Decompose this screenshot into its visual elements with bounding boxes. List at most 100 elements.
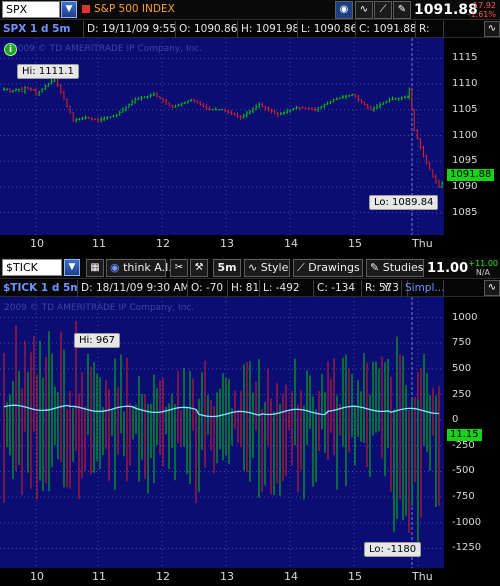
chart1-x-tick-label: 12 — [156, 237, 170, 250]
top-toolbar: SPX ▼ S&P 500 INDEX ◉ ∿ ⟋ ✎ 1091.88 -17.… — [0, 0, 500, 20]
chart1-x-tick-label: 15 — [348, 237, 362, 250]
chart2-info-bar: $TICK 1 d 5m D: 18/11/09 9:30 AM O: -70 … — [0, 280, 500, 297]
chart2-plot-area[interactable]: 2009 © TD AMERITRADE IP Company, Inc. Hi… — [0, 297, 444, 568]
chart1-y-tick-label: 1105 — [452, 103, 478, 115]
percent-change: -1.61% — [467, 10, 496, 19]
chart1-price-scale: 1085 1090 1095 1100 1105 1110 1115 1091.88 — [444, 38, 500, 235]
net-change: -17.92 — [470, 1, 496, 10]
chart1-x-tick-label: 11 — [92, 237, 106, 250]
tools-icon[interactable]: ✎ — [393, 1, 411, 19]
chart1-x-tick-label: 10 — [30, 237, 44, 250]
chart1-svg — [0, 38, 444, 235]
chart2-x-tick-label: 10 — [30, 570, 44, 583]
chart2-y-tick-label: 0 — [452, 414, 459, 426]
chart1-time-axis: 10 11 12 13 14 15 Thu — [0, 235, 444, 251]
chart1-x-tick-label: 14 — [284, 237, 298, 250]
chart2-y-tick-label: -250 — [452, 439, 475, 451]
chart2-average-line — [3, 404, 440, 418]
chart2-scale-corner — [444, 568, 500, 586]
chart1-plot-area[interactable]: 2009 © TD AMERITRADE IP Company, Inc. i … — [0, 38, 444, 235]
chart1-last-price-tag: 1091.88 — [447, 169, 495, 181]
chart1-y-tick-label: 1100 — [452, 129, 478, 141]
drawings-label: Drawings — [308, 261, 360, 274]
chart1-close: C: 1091.88 — [356, 21, 416, 38]
chart-symbol-dropdown[interactable]: ▼ — [64, 259, 80, 276]
chart2-x-tick-label: Thu — [412, 570, 433, 583]
last-price: 1091.88 — [414, 2, 478, 18]
chart1-hi-label: Hi: 1111.1 — [17, 64, 79, 79]
symbol-input[interactable]: SPX — [2, 1, 60, 18]
chart2-date: D: 18/11/09 9:30 AM — [78, 280, 188, 297]
chart2-y-tick-label: -1250 — [452, 542, 482, 554]
chart1-y-tick-label: 1085 — [452, 206, 478, 218]
chart2-y-tick-label: 750 — [452, 337, 472, 349]
chart2-y-tick-label: -500 — [452, 465, 475, 477]
chart-toolbar: $TICK ▼ ▦ ◉ think A.I. ✂ ⚒ 5m ∿ Style ⟋ … — [0, 258, 500, 279]
chart1-low: L: 1090.86 — [298, 21, 356, 38]
globe-icon[interactable]: ◉ — [335, 1, 353, 19]
chart2-y-tick-label: -1000 — [452, 516, 482, 528]
chart2-y-tick-label: 1000 — [452, 311, 478, 323]
chart2-x-tick-label: 13 — [220, 570, 234, 583]
chart-icon[interactable]: ∿ — [355, 1, 373, 19]
think-ai-icon: ◉ — [110, 261, 120, 274]
chart2-last-value-tag: 11.15 — [447, 429, 482, 441]
chart2-y: Y: — [380, 280, 402, 297]
drawings-button[interactable]: ⟋ Drawings — [293, 259, 363, 277]
scissors-icon[interactable]: ✂ — [170, 259, 188, 277]
chart2-x-tick-label: 11 — [92, 570, 106, 583]
chart1-range: R: — [416, 21, 444, 38]
period-button[interactable]: 5m — [213, 259, 241, 277]
chart2-lo-label: Lo: -1180 — [364, 542, 422, 557]
drawings-icon: ⟋ — [297, 261, 305, 274]
chart2-x-tick-label: 14 — [284, 570, 298, 583]
chart1-lo-label: Lo: 1089.84 — [369, 195, 439, 210]
tick-last-price: 11.00 — [427, 261, 469, 276]
chart2-x-tick-label: 12 — [156, 570, 170, 583]
info-icon[interactable]: i — [4, 43, 17, 56]
chart1-y-tick-label: 1095 — [452, 155, 478, 167]
chart2-y-tick-label: 250 — [452, 388, 472, 400]
chart1-y-tick-label: 1110 — [452, 78, 478, 90]
style-button[interactable]: ∿ Style — [244, 259, 290, 277]
chart2-watermark: 2009 © TD AMERITRADE IP Company, Inc. — [4, 303, 195, 313]
chart2-y-tick-label: -750 — [452, 491, 475, 503]
chart1-scale-corner — [444, 235, 500, 251]
chart2-study[interactable]: Simpl... — [402, 280, 444, 297]
chart2-x-tick-label: 15 — [348, 570, 362, 583]
chart1-info-bar: SPX 1 d 5m D: 19/11/09 9:55 AM O: 1090.8… — [0, 21, 500, 38]
chart2-svg — [0, 297, 444, 568]
chart-symbol-input[interactable]: $TICK — [2, 259, 62, 276]
studies-label: Studies — [382, 261, 424, 274]
chart1-symbol-period: SPX 1 d 5m — [0, 21, 84, 38]
chart1-settings-button[interactable]: ∿ — [484, 21, 500, 37]
chart2-y-tick-label: 500 — [452, 362, 472, 374]
chart1-x-tick-label: 13 — [220, 237, 234, 250]
chart1-y-tick-label: 1115 — [452, 52, 478, 64]
chart2-time-axis: 10 11 12 13 14 15 Thu — [0, 568, 444, 586]
chart2-range: R: 573 — [362, 280, 408, 297]
tick-percent-change: N/A — [475, 268, 490, 277]
studies-icon: ✎ — [370, 261, 380, 274]
studies-button[interactable]: ✎ Studies — [366, 259, 424, 277]
think-ai-label: think A.I. — [123, 261, 172, 274]
chart2-low: L: -492 — [260, 280, 314, 297]
symbol-dropdown-button[interactable]: ▼ — [61, 1, 77, 18]
think-ai-button[interactable]: ◉ think A.I. — [106, 259, 172, 277]
style-label: Style — [260, 261, 289, 274]
trend-icon[interactable]: ⟋ — [374, 1, 392, 19]
chart2-open: O: -70 — [188, 280, 228, 297]
chart2-value-scale: 1000 750 500 250 0 -250 -500 -750 -1000 -1250 11.… — [444, 297, 500, 568]
symbol-description: S&P 500 INDEX — [94, 3, 175, 15]
flag-icon — [82, 5, 90, 13]
wrench-icon[interactable]: ⚒ — [190, 259, 208, 277]
chart1-watermark: 2009 © TD AMERITRADE IP Company, Inc. — [12, 44, 203, 54]
chart2-symbol-period: $TICK 1 d 5m — [0, 280, 78, 297]
chart2-settings-button[interactable]: ∿ — [484, 280, 500, 296]
grid-icon[interactable]: ▦ — [86, 259, 104, 277]
chart1-date: D: 19/11/09 9:55 AM — [84, 21, 176, 38]
style-icon: ∿ — [248, 261, 258, 274]
tick-net-change: +11.00 — [468, 259, 498, 268]
chart1-y-tick-label: 1090 — [452, 180, 478, 192]
chart2-high: H: 81 — [228, 280, 260, 297]
